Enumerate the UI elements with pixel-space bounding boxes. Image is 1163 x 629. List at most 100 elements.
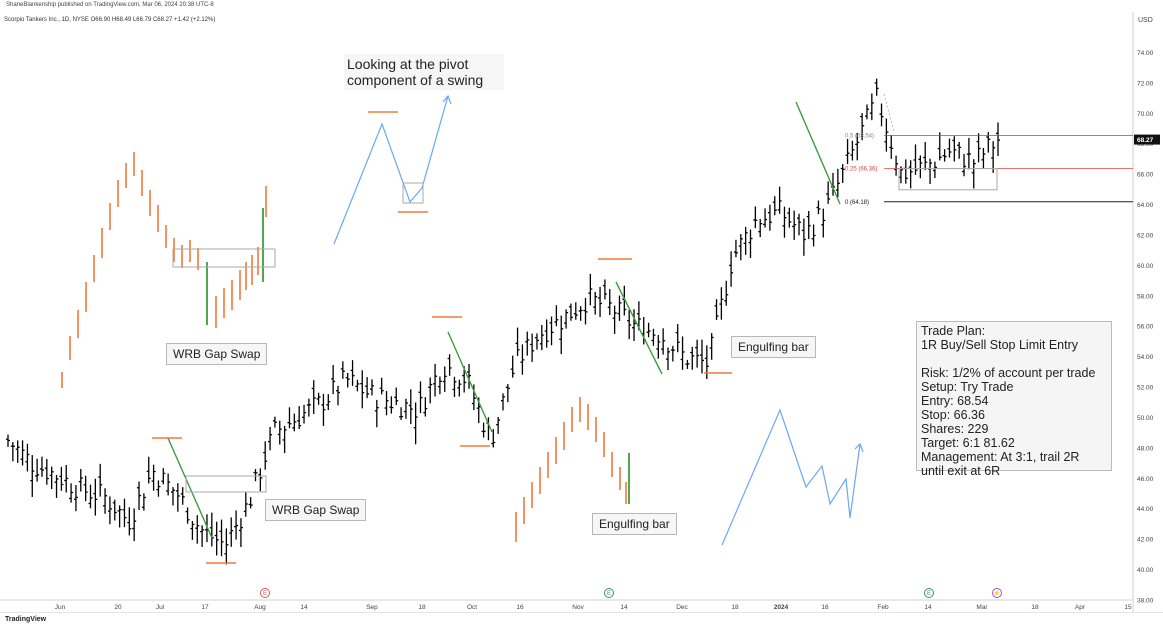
- ohlc-bar: [496, 416, 501, 434]
- price-tick-label: 48.00: [1137, 445, 1154, 452]
- time-tick-label: 18: [731, 604, 739, 611]
- ohlc-bar: [962, 153, 967, 177]
- ohlc-bar: [248, 497, 253, 509]
- ohlc-bar: [146, 456, 151, 484]
- ohlc-bar: [98, 463, 103, 497]
- ohlc-bar: [874, 78, 879, 96]
- ohlc-bar: [738, 233, 743, 261]
- ohlc-bar: [510, 355, 515, 378]
- ohlc-bar: [699, 339, 704, 374]
- ohlc-bar: [297, 406, 302, 430]
- ohlc-bar: [913, 144, 918, 175]
- ohlc-bar: [49, 466, 54, 490]
- ohlc-bar: [345, 372, 350, 388]
- time-tick-label: 17: [201, 604, 209, 611]
- ohlc-bar: [224, 528, 229, 565]
- ohlc-bar: [869, 93, 874, 121]
- ohlc-bar: [534, 333, 539, 350]
- price-tick-label: 60.00: [1137, 263, 1154, 270]
- trend-line: [447, 331, 493, 433]
- ohlc-bar: [840, 164, 845, 183]
- time-tick-label: 18: [418, 604, 426, 611]
- price-axis[interactable]: USD 74.00 72.00 70.00 68.00 66.00 64.00 62.00 60…: [1132, 12, 1160, 612]
- currency-label: USD: [1138, 17, 1153, 24]
- wrb-box-bottom: [185, 475, 267, 493]
- ohlc-bar: [336, 385, 340, 406]
- fib-label: 0 (64.18): [845, 200, 869, 206]
- ohlc-bar: [277, 420, 282, 445]
- ohlc-bar: [88, 484, 93, 509]
- price-tick-label: 52.00: [1137, 385, 1154, 392]
- ohlc-bar: [321, 393, 326, 426]
- ohlc-bar: [903, 159, 908, 184]
- ohlc-bar: [690, 346, 695, 370]
- price-tick-label: 46.00: [1137, 476, 1154, 483]
- ohlc-bar: [627, 309, 632, 340]
- ohlc-bar: [559, 315, 564, 355]
- ohlc-bar: [374, 399, 379, 428]
- ohlc-bar: [287, 407, 292, 429]
- time-tick-label: 14: [924, 604, 932, 611]
- ohlc-bar: [777, 186, 782, 214]
- ohlc-bar: [447, 354, 452, 376]
- ohlc-bar: [122, 498, 127, 528]
- ohlc-bar: [568, 303, 573, 321]
- time-tick-label: Mar: [976, 604, 988, 611]
- ohlc-bar: [10, 442, 15, 462]
- time-axis[interactable]: Jun 20 Jul 17 Aug 14 Sep 18 Oct 16 Nov 14 Dec 18 2024 1…: [0, 588, 1133, 612]
- ohlc-bar: [137, 481, 142, 511]
- time-tick-label: Jun: [55, 604, 66, 611]
- ohlc-bar: [578, 306, 583, 321]
- ohlc-bar: [214, 521, 219, 556]
- tradingview-logo[interactable]: TradingView: [5, 616, 47, 623]
- price-chart[interactable]: Scorpio Tankers Inc., 1D, NYSE O66.90 H6…: [0, 12, 1163, 612]
- ohlc-bar: [617, 295, 622, 321]
- ohlc-bar: [661, 328, 666, 355]
- plan-shares: Shares: 229: [921, 422, 989, 436]
- plan-stop: Stop: 66.36: [921, 408, 985, 422]
- ohlc-bar: [418, 381, 423, 414]
- ohlc-bar: [695, 339, 700, 368]
- ohlc-bar: [340, 361, 345, 379]
- ohlc-bar: [530, 333, 535, 362]
- ohlc-bar: [733, 239, 738, 258]
- time-tick-label: Apr: [1075, 604, 1086, 611]
- ohlc-bar: [190, 520, 195, 540]
- time-tick-label: Dec: [676, 604, 688, 611]
- ohlc-bar: [258, 468, 263, 492]
- ohlc-bar: [792, 210, 797, 240]
- event-marker-label: E: [607, 591, 611, 597]
- ohlc-bars: [6, 78, 1000, 565]
- ohlc-bar: [782, 206, 787, 238]
- fib-label: 0.5 (68.54): [845, 133, 874, 139]
- ohlc-bar: [44, 459, 49, 485]
- time-tick-label: 14: [300, 604, 308, 611]
- drawing-overlay: 0.5 (68.54) 0.25 (66.36) 0 (64.18): [61, 93, 1133, 564]
- ohlc-bar: [69, 483, 74, 503]
- ohlc-bar: [234, 510, 239, 540]
- price-tick-label: 42.00: [1137, 537, 1154, 544]
- ohlc-bar: [753, 206, 758, 229]
- ohlc-bar: [20, 440, 25, 466]
- ohlc-bar: [433, 363, 438, 397]
- ohlc-bar: [316, 392, 321, 405]
- engulfing-label-top: Engulfing bar: [731, 336, 816, 358]
- ohlc-bar: [724, 280, 729, 306]
- pivot-sketch-line: [333, 95, 449, 245]
- ohlc-bar: [132, 508, 137, 542]
- wrb-label-bottom: WRB Gap Swap: [265, 499, 367, 521]
- time-tick-label: Oct: [467, 604, 477, 611]
- ohlc-bar: [729, 251, 734, 287]
- ohlc-bar: [185, 507, 190, 524]
- price-tick-label: 44.00: [1137, 506, 1154, 513]
- ohlc-bar: [763, 208, 768, 228]
- ohlc-bar: [544, 319, 549, 348]
- ohlc-bar: [602, 279, 607, 300]
- ohlc-bar: [889, 135, 894, 159]
- ohlc-bar: [107, 496, 112, 525]
- ohlc-bar: [238, 518, 243, 547]
- price-tick-label: 40.00: [1137, 567, 1154, 574]
- ohlc-bar: [30, 455, 35, 497]
- ohlc-bar: [860, 113, 865, 141]
- wrb-box-top: [172, 248, 276, 268]
